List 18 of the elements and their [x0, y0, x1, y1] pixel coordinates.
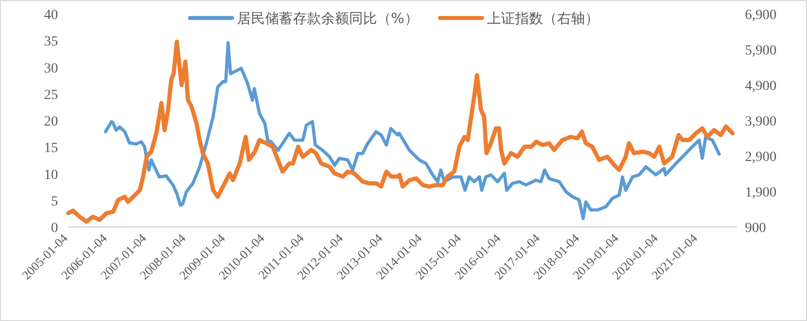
legend-label: 居民储蓄存款余额同比（%） [237, 11, 418, 27]
y2-tick-label: 4,900 [745, 79, 776, 94]
y-tick-label: 10 [44, 168, 58, 183]
y2-tick-label: 3,900 [745, 114, 776, 130]
y-tick-label: 20 [44, 114, 58, 130]
y-tick-label: 25 [44, 88, 58, 103]
y-tick-label: 0 [51, 221, 58, 236]
y-tick-label: 5 [51, 194, 58, 210]
y-tick-label: 30 [44, 61, 58, 76]
y2-tick-label: 6,900 [745, 8, 776, 23]
y-tick-label: 40 [44, 8, 58, 23]
y-tick-label: 15 [44, 141, 58, 156]
y2-tick-label: 1,900 [745, 186, 776, 200]
y-tick-label: 35 [44, 34, 58, 50]
y2-tick-label: 5,900 [745, 44, 776, 58]
legend-label: 上证指数（右轴） [487, 11, 599, 27]
y2-tick-label: 2,900 [745, 150, 776, 165]
y2-tick-label: 900 [745, 221, 766, 236]
